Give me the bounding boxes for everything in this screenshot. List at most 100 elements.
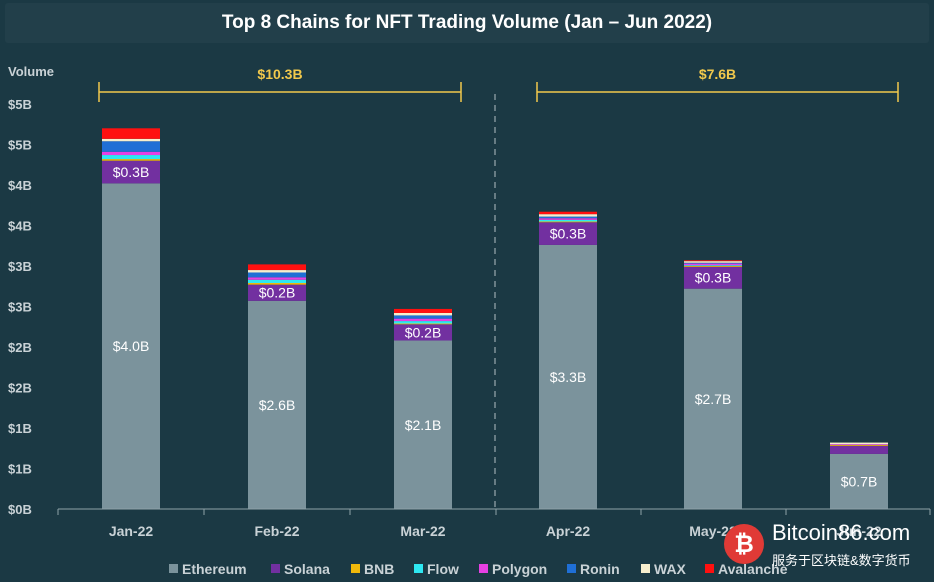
x-tick-label: Feb-22 <box>254 523 299 539</box>
x-tick-label: Mar-22 <box>400 523 445 539</box>
bar-segment-ronin <box>684 262 742 264</box>
watermark-name: Bitcoin86.com <box>772 520 911 545</box>
y-tick-label: $3B <box>8 300 32 315</box>
y-tick-label: $4B <box>8 219 32 234</box>
legend-label: Ronin <box>580 561 620 577</box>
bracket-total-label: $7.6B <box>699 66 736 82</box>
bar-segment-bnb <box>830 445 888 446</box>
bar-segment-polygon <box>539 218 597 220</box>
bar-segment-polygon <box>102 151 160 156</box>
bar-data-label: $0.3B <box>550 226 587 242</box>
bar-segment-ronin <box>102 141 160 152</box>
x-tick-label: Jan-22 <box>109 523 154 539</box>
bar-segment-wax <box>102 138 160 142</box>
bar-data-label: $3.3B <box>550 369 587 385</box>
bar-data-label: $4.0B <box>113 338 150 354</box>
bar-segment-flow <box>248 279 306 284</box>
bar-data-label: $0.3B <box>113 164 150 180</box>
y-axis-title: Volume <box>8 64 54 79</box>
y-tick-label: $3B <box>8 259 32 274</box>
bar-segment-wax <box>830 442 888 445</box>
bar-data-label: $2.6B <box>259 397 296 413</box>
bar-segment-flow <box>684 265 742 266</box>
bar-segment-flow <box>539 219 597 222</box>
bar-segment-polygon <box>394 318 452 322</box>
legend: Ethereum Solana BNB Flow Polygon Ronin WAX Aval… <box>169 561 788 577</box>
bar-segment-wax <box>394 312 452 316</box>
legend-label: Avalanche <box>718 561 788 577</box>
watermark: ₿ Bitcoin86.com 服务于区块链&数字货币 <box>724 520 929 572</box>
bar-segment-wax <box>248 270 306 273</box>
bar-data-label: $2.7B <box>695 391 732 407</box>
bitcoin-logo-icon: ₿ <box>724 524 764 564</box>
bracket-total-label: $10.3B <box>257 66 302 82</box>
x-tick-label: Jun-22 <box>836 523 881 539</box>
legend-label: Polygon <box>492 561 547 577</box>
bar-segment-polygon <box>248 277 306 280</box>
bar-segment-ethereum <box>394 340 452 509</box>
bar-segment-avalanche <box>248 264 306 271</box>
total-brackets: $10.3B $7.6B <box>98 66 899 509</box>
bar-segment-polygon <box>830 444 888 446</box>
bar-segment-ethereum <box>248 300 306 509</box>
legend-swatch-ethereum <box>169 564 178 573</box>
bar-segment-ethereum <box>830 453 888 509</box>
watermark-subtitle: 服务于区块链&数字货币 <box>772 553 911 568</box>
legend-swatch-flow <box>414 564 423 573</box>
bar-segment-polygon <box>684 263 742 266</box>
bar-segment-bnb <box>684 266 742 267</box>
bar-segment-avalanche <box>102 128 160 139</box>
bar-segment-bnb <box>539 221 597 223</box>
y-tick-label: $5B <box>8 138 32 153</box>
bar-segment-bnb <box>102 159 160 161</box>
bar-segment-ronin <box>394 315 452 319</box>
bar-data-label: $2.1B <box>405 417 442 433</box>
legend-label: BNB <box>364 561 394 577</box>
bar-segment-solana <box>248 284 306 301</box>
bar-segment-solana <box>539 222 597 245</box>
bar-segment-wax <box>539 214 597 217</box>
bar-segment-wax <box>684 261 742 263</box>
y-tick-label: $5B <box>8 97 32 112</box>
bar-segment-avalanche <box>539 211 597 215</box>
legend-swatch-bnb <box>351 564 360 573</box>
legend-swatch-polygon <box>479 564 488 573</box>
legend-swatch-avalanche <box>705 564 714 573</box>
y-tick-label: $2B <box>8 340 32 355</box>
bar-segment-ronin <box>248 272 306 278</box>
bar-segment-avalanche <box>394 308 452 313</box>
chart-title-bar: Top 8 Chains for NFT Trading Volume (Jan… <box>5 3 929 43</box>
legend-label: Ethereum <box>182 561 247 577</box>
legend-swatch-wax <box>641 564 650 573</box>
bar-segment-ethereum <box>684 288 742 509</box>
bar-segment-ronin <box>539 216 597 219</box>
y-tick-label: $4B <box>8 178 32 193</box>
bar-segment-solana <box>684 266 742 289</box>
legend-swatch-solana <box>271 564 280 573</box>
y-tick-label: $0B <box>8 502 32 517</box>
bars-group: $4.0B $0.3B $2.6B $0.2B $2.1B $0.2B $3.3B $0.3B… <box>102 128 888 509</box>
bar-segment-flow <box>394 321 452 324</box>
bar-segment-ethereum <box>539 244 597 509</box>
bar-data-label: $0.3B <box>695 270 732 286</box>
y-tick-label: $1B <box>8 462 32 477</box>
bar-data-label: $0.2B <box>405 324 442 340</box>
bar-segment-bnb <box>394 323 452 325</box>
y-axis-ticks: $0B $1B $1B $2B $2B $3B $3B $4B $4B $5B $5B <box>8 97 32 517</box>
x-tick-label: Apr-22 <box>546 523 591 539</box>
legend-swatch-ronin <box>567 564 576 573</box>
y-tick-label: $1B <box>8 421 32 436</box>
bar-data-label: $0.7B <box>841 473 878 489</box>
bar-segment-ethereum <box>102 183 160 509</box>
bar-segment-bnb <box>248 283 306 285</box>
legend-label: Solana <box>284 561 330 577</box>
bar-data-label: $0.2B <box>259 285 296 301</box>
y-tick-label: $2B <box>8 381 32 396</box>
bar-segment-flow <box>102 155 160 160</box>
chart-title: Top 8 Chains for NFT Trading Volume (Jan… <box>221 12 713 33</box>
bar-segment-solana <box>830 445 888 454</box>
bar-segment-avalanche <box>684 260 742 262</box>
legend-label: Flow <box>427 561 459 577</box>
legend-label: WAX <box>654 561 687 577</box>
